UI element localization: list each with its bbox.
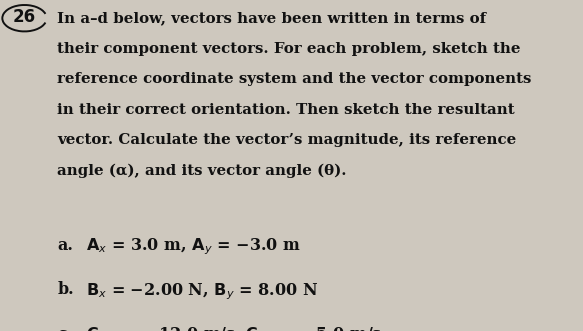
- Text: $\mathbf{A}_{x}$ = 3.0 m, $\mathbf{A}_{y}$ = −3.0 m: $\mathbf{A}_{x}$ = 3.0 m, $\mathbf{A}_{y…: [86, 237, 301, 257]
- Text: c.: c.: [57, 326, 72, 331]
- Text: their component vectors. For each problem, sketch the: their component vectors. For each proble…: [57, 42, 521, 56]
- Text: b.: b.: [57, 281, 74, 298]
- Text: a.: a.: [57, 237, 73, 254]
- Text: vector. Calculate the vector’s magnitude, its reference: vector. Calculate the vector’s magnitude…: [57, 133, 517, 147]
- Text: reference coordinate system and the vector components: reference coordinate system and the vect…: [57, 72, 532, 86]
- Text: 26: 26: [13, 8, 36, 25]
- Text: $\mathbf{C}_{E\text{-}W}$ = −12.0 m/s, $\mathbf{C}_{N\text{-}S}$ = −5.0 m/s: $\mathbf{C}_{E\text{-}W}$ = −12.0 m/s, $…: [86, 326, 382, 331]
- Text: $\mathbf{B}_{x}$ = −2.00 N, $\mathbf{B}_{y}$ = 8.00 N: $\mathbf{B}_{x}$ = −2.00 N, $\mathbf{B}_…: [86, 281, 318, 302]
- Text: In a–d below, vectors have been written in terms of: In a–d below, vectors have been written …: [57, 12, 486, 25]
- Text: angle (α), and its vector angle (θ).: angle (α), and its vector angle (θ).: [57, 164, 347, 178]
- Text: in their correct orientation. Then sketch the resultant: in their correct orientation. Then sketc…: [57, 103, 515, 117]
